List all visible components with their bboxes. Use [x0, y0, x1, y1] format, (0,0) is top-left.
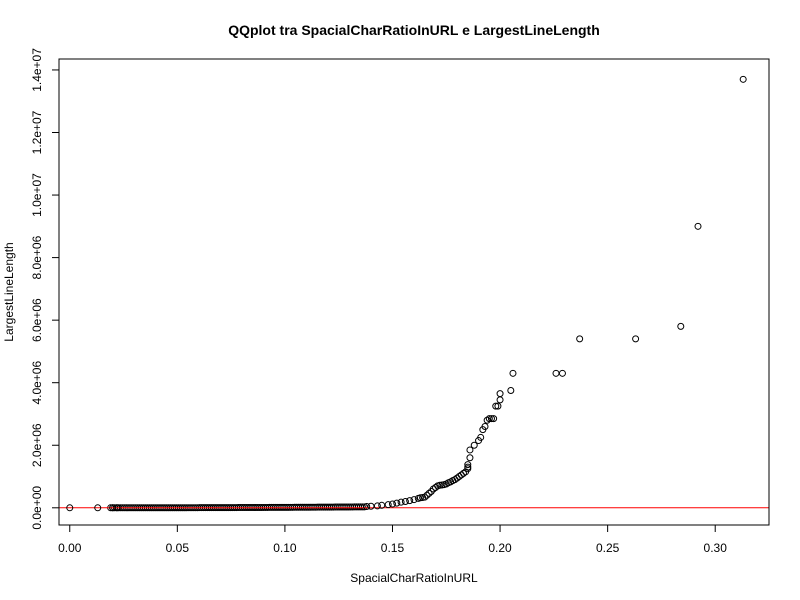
y-tick-label: 1.0e+07: [30, 173, 44, 217]
data-point: [425, 489, 433, 497]
data-point: [459, 469, 467, 477]
x-tick-label: 0.15: [381, 541, 405, 555]
x-tick-label: 0.05: [166, 541, 190, 555]
y-tick-label: 2.0e+06: [30, 423, 44, 467]
x-tick-label: 0.20: [488, 541, 512, 555]
y-tick-label: 1.4e+07: [30, 48, 44, 92]
data-point: [552, 369, 560, 377]
data-point: [66, 504, 74, 512]
data-point: [406, 497, 414, 505]
x-tick-label: 0.25: [596, 541, 620, 555]
data-point: [358, 503, 366, 511]
x-tick-label: 0.00: [58, 541, 82, 555]
data-point: [384, 501, 392, 509]
data-point: [576, 335, 584, 343]
data-point: [94, 504, 102, 512]
x-tick-label: 0.10: [273, 541, 297, 555]
data-point: [632, 335, 640, 343]
data-point: [464, 461, 472, 469]
y-tick-label: 6.0e+06: [30, 298, 44, 342]
data-point: [401, 498, 409, 506]
data-point: [378, 501, 386, 509]
data-point: [487, 415, 495, 423]
plot-area: [59, 75, 769, 512]
data-point: [363, 503, 371, 511]
data-point: [483, 416, 491, 424]
data-point: [492, 402, 500, 410]
data-point: [393, 499, 401, 507]
data-point: [423, 491, 431, 499]
data-point: [477, 433, 485, 441]
data-point: [558, 369, 566, 377]
data-point: [109, 504, 117, 512]
plot-frame: [58, 58, 770, 526]
data-point: [410, 496, 418, 504]
chart-title: QQplot tra SpacialCharRatioInURL e Large…: [228, 22, 600, 38]
data-point: [677, 322, 685, 330]
y-tick-label: 4.0e+06: [30, 361, 44, 405]
data-point: [485, 415, 493, 423]
data-point: [421, 493, 429, 501]
data-point: [507, 387, 515, 395]
data-point: [496, 390, 504, 398]
x-tick-label: 0.30: [704, 541, 728, 555]
x-axis-label: SpacialCharRatioInURL: [350, 571, 478, 585]
y-tick-label: 8.0e+06: [30, 235, 44, 279]
data-point: [496, 396, 504, 404]
data-point: [466, 454, 474, 462]
data-point: [367, 502, 375, 510]
data-point: [466, 446, 474, 454]
data-point: [739, 75, 747, 83]
y-axis-label: LargestLineLength: [2, 242, 16, 341]
data-point: [113, 504, 121, 512]
data-point: [397, 498, 405, 506]
y-tick-label: 1.2e+07: [30, 110, 44, 154]
data-point: [694, 222, 702, 230]
data-point: [490, 415, 498, 423]
y-axis: 0.0e+00 2.0e+06 4.0e+06 6.0e+06 8.0e+06 1.0e+…: [30, 48, 60, 530]
data-point: [388, 500, 396, 508]
y-tick-label: 0.0e+00: [30, 486, 44, 530]
data-point: [509, 369, 517, 377]
data-point: [360, 503, 368, 511]
data-point: [464, 463, 472, 471]
data-point: [481, 422, 489, 430]
data-point: [494, 402, 502, 410]
data-point: [373, 502, 381, 510]
data-point: [470, 441, 478, 449]
x-axis: 0.00 0.05 0.10 0.15 0.20 0.25 0.30: [58, 524, 728, 555]
data-point: [432, 483, 440, 491]
